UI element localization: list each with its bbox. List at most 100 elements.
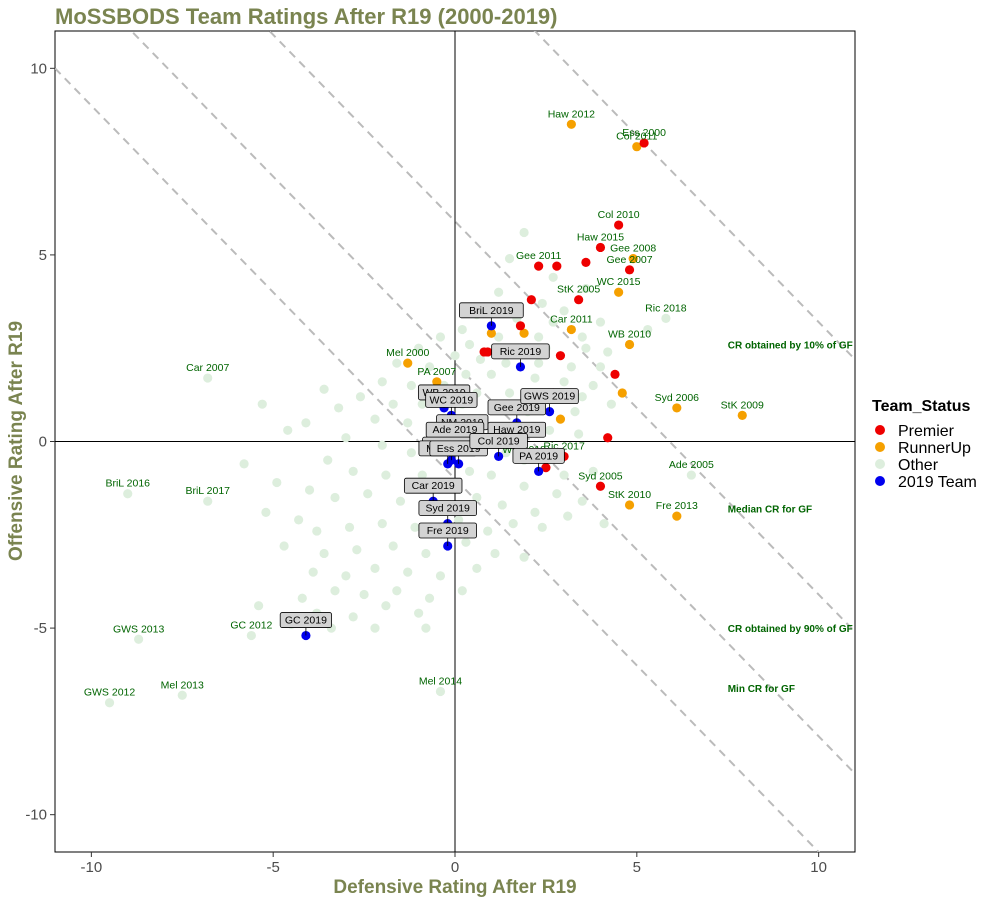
point-other-11 [519, 227, 529, 238]
point-other-14 [581, 283, 591, 294]
point-label: WB 2010 [608, 328, 651, 340]
legend-label: RunnerUp [898, 440, 971, 457]
label-box [418, 500, 477, 517]
point-other-17 [559, 306, 569, 316]
point-premier-11 [483, 347, 493, 357]
point-other-104 [312, 526, 322, 536]
legend-label: 2019 Team [898, 474, 977, 491]
point-label: Ric 2018 [645, 302, 687, 314]
point-label: PA 2007 [417, 366, 456, 378]
point-other-74 [406, 448, 416, 458]
point-runnerup-12 [672, 403, 682, 413]
label-box-2019: Ade 2019 [425, 421, 485, 446]
point-other-116 [421, 548, 431, 559]
point-other-65 [403, 418, 413, 428]
x-tick-label: -5 [267, 859, 280, 876]
point-other-94 [363, 489, 373, 499]
point-runnerup-7 [486, 328, 496, 338]
y-axis-title: Offensive Rating After R19 [6, 321, 27, 561]
point-premier-3 [624, 265, 635, 275]
y-tick-label: -10 [25, 807, 47, 824]
point-other-1 [123, 489, 133, 499]
point-premier-5 [552, 261, 562, 271]
point-other-36 [501, 358, 511, 368]
point-premier-18 [595, 481, 606, 491]
point-label: Ade 2005 [669, 459, 714, 471]
label-box [491, 343, 550, 360]
point-other-21 [595, 317, 606, 327]
point-other-53 [577, 392, 587, 402]
chart-title: MoSSBODS Team Ratings After R19 (2000-20… [55, 4, 558, 29]
x-tick-label: 0 [451, 859, 459, 876]
point-other-7 [435, 686, 446, 697]
point-other-63 [334, 403, 344, 413]
label-box [469, 433, 528, 449]
point-other-95 [395, 496, 406, 506]
point-other-48 [406, 380, 416, 391]
point-label: GWS 2012 [84, 687, 136, 699]
point-other-101 [599, 519, 609, 529]
point-other-27 [435, 332, 446, 342]
point-other-43 [486, 369, 496, 379]
point-label: Mel 2013 [161, 679, 204, 691]
point-runnerup-6 [519, 328, 529, 338]
point-other-70 [257, 399, 267, 409]
point-other-34 [450, 351, 460, 361]
point-other-138 [421, 623, 431, 633]
point-other-81 [239, 459, 249, 469]
point-other-38 [566, 362, 576, 372]
point-other-37 [534, 358, 544, 368]
point-other-44 [530, 373, 540, 383]
label-box-2019: Car 2019 [403, 477, 463, 502]
point-other-83 [348, 466, 358, 476]
point-label-2019: Ade 2019 [433, 424, 478, 436]
legend-swatch-runnerup [875, 442, 885, 452]
point-other-10 [661, 313, 671, 323]
point-label-2019: Ric 2019 [500, 346, 542, 358]
legend-title: Team_Status [872, 398, 971, 415]
point-other-92 [304, 485, 315, 495]
point-runnerup-11 [617, 388, 627, 398]
point-other-42 [461, 369, 471, 379]
label-box [403, 477, 463, 494]
legend-label: Premier [898, 423, 955, 440]
point-other-126 [330, 586, 340, 596]
point-other-135 [381, 601, 391, 611]
point-other-84 [381, 470, 391, 480]
point-other-45 [559, 377, 569, 387]
point-other-25 [534, 332, 544, 342]
x-tick-label: 5 [633, 859, 641, 876]
point-label-2019: Fre 2019 [427, 525, 469, 537]
point-label: Haw 2015 [577, 231, 624, 243]
label-box [425, 391, 478, 408]
point-other-73 [377, 440, 387, 450]
point-other-114 [352, 545, 362, 555]
point-label: Col 2010 [598, 209, 640, 221]
point-other-9 [686, 470, 696, 480]
point-other-124 [435, 571, 446, 581]
y-tick-label: 5 [39, 247, 47, 264]
reference-line-label: Min CR for GF [728, 684, 795, 695]
point-label-2019: Gee 2019 [494, 402, 540, 414]
point-runnerup-10 [432, 377, 442, 387]
point-label-2019: Col 2019 [478, 435, 520, 447]
point-other-122 [370, 563, 380, 573]
point-other-125 [472, 563, 482, 573]
point-other-90 [577, 496, 587, 506]
label-box [512, 447, 565, 464]
x-tick-label: -10 [81, 859, 103, 876]
point-other-6 [177, 690, 187, 700]
label-box-2019: Ric 2019 [491, 343, 550, 367]
legend-swatch-other [875, 459, 885, 469]
point-premier-4 [534, 261, 544, 271]
point-label: GC 2012 [230, 620, 272, 632]
point-other-76 [501, 448, 511, 458]
point-other-105 [344, 522, 355, 532]
x-tick-label: 10 [810, 859, 827, 876]
point-premier-15 [603, 433, 613, 443]
point-other-108 [454, 515, 464, 525]
point-premier-13 [610, 369, 620, 379]
point-other-39 [595, 362, 606, 372]
point-label: Gee 2008 [610, 243, 656, 255]
